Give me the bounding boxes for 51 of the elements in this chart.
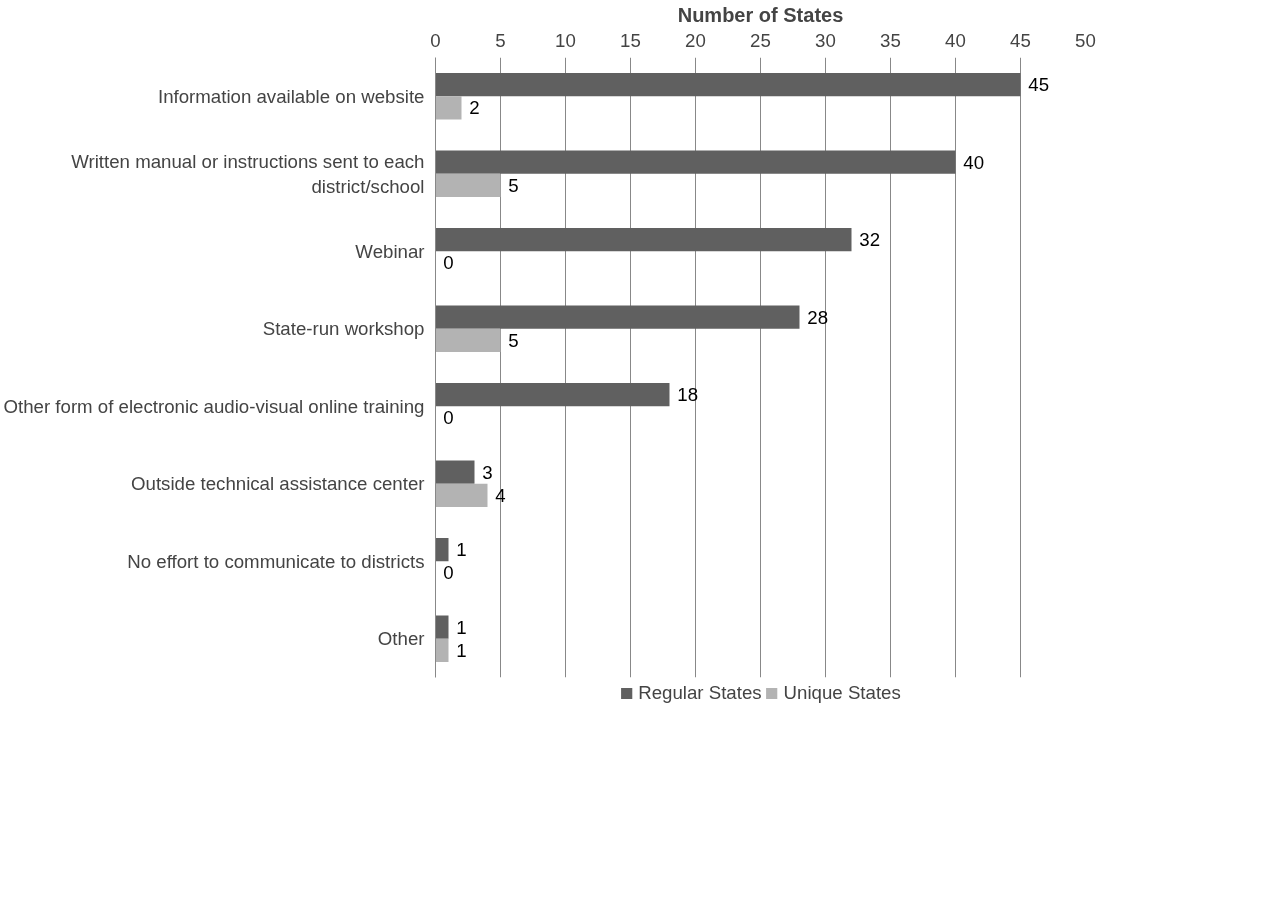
x-tick-label: 30: [815, 29, 836, 51]
legend-label: Unique States: [783, 682, 901, 704]
bar: [435, 150, 956, 174]
y-tick-label: Written manual or instructions sent to each district/school: [71, 150, 425, 197]
bar: [435, 460, 475, 484]
y-tick-label: Outside technical assistance center: [131, 473, 425, 495]
y-tick-label: Other: [377, 628, 425, 650]
bar: [435, 228, 852, 252]
data-label: 40: [963, 151, 985, 173]
x-tick-label: 40: [945, 29, 966, 51]
bar: [435, 96, 462, 120]
x-tick-label: 45: [1010, 29, 1031, 51]
bar: [435, 538, 449, 562]
y-tick-label: State-run workshop: [262, 318, 425, 340]
bar: [435, 73, 1021, 97]
data-label: 28: [807, 306, 829, 328]
x-tick-label: 25: [750, 29, 771, 51]
data-label: 45: [1028, 74, 1050, 96]
data-label: 0: [443, 562, 454, 584]
bar: [435, 638, 449, 662]
bar: [435, 483, 488, 507]
x-tick-label: 20: [685, 29, 706, 51]
y-tick-label: Information available on website: [157, 85, 425, 107]
data-label: 32: [859, 229, 881, 251]
x-axis-title: Number of States: [677, 3, 844, 26]
data-label: 5: [508, 174, 519, 196]
x-tick-label: 10: [555, 29, 576, 51]
x-tick-label: 15: [620, 29, 641, 51]
data-label: 0: [443, 252, 454, 274]
bar: [435, 383, 670, 407]
data-label: 1: [456, 639, 467, 661]
data-label: 4: [495, 484, 506, 506]
bar: [435, 305, 800, 329]
data-label: 0: [443, 407, 454, 429]
data-label: 3: [482, 461, 493, 483]
data-label: 2: [469, 97, 480, 119]
data-label: 1: [456, 539, 467, 561]
y-tick-label: No effort to communicate to districts: [127, 550, 425, 572]
legend-label: Regular States: [638, 682, 762, 704]
y-tick-label: Other form of electronic audio-visual online training: [3, 395, 425, 417]
x-tick-label: 0: [430, 29, 441, 51]
bar: [435, 173, 501, 197]
x-tick-label: 5: [495, 29, 506, 51]
bar: [435, 328, 501, 352]
data-label: 5: [508, 329, 519, 351]
data-label: 1: [456, 616, 467, 638]
x-tick-label: 35: [880, 29, 901, 51]
x-tick-label: 50: [1075, 29, 1096, 51]
data-label: 18: [677, 384, 699, 406]
bar: [435, 615, 449, 639]
y-tick-label: Webinar: [355, 240, 425, 262]
